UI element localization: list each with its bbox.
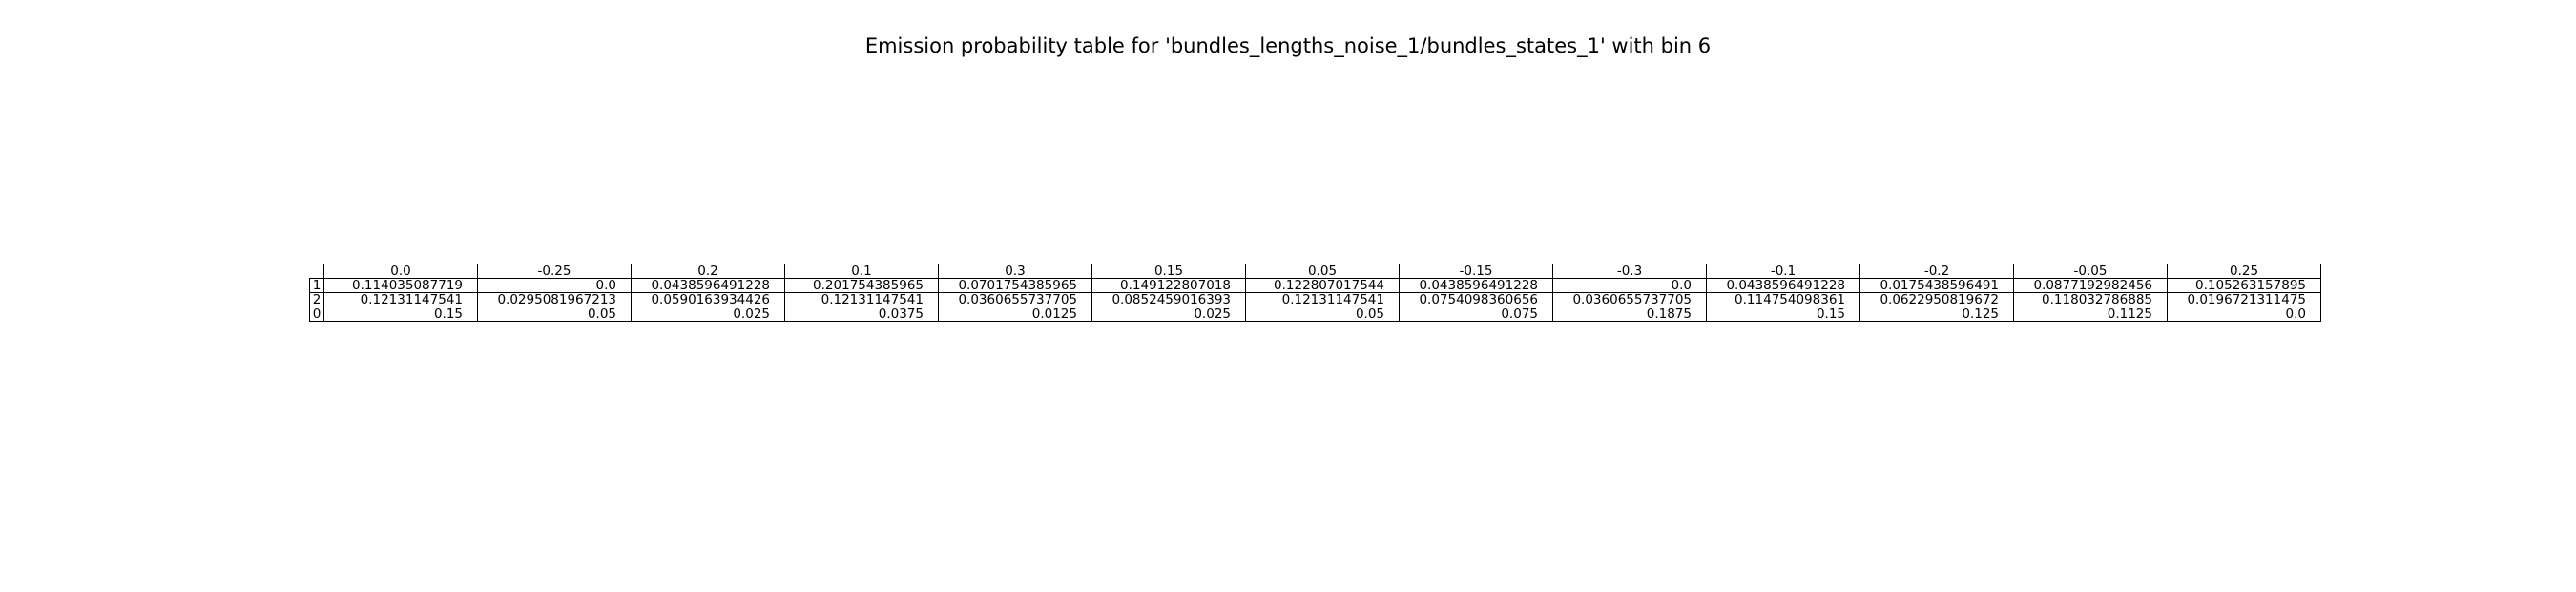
column-header: 0.25 <box>2167 264 2321 279</box>
table-cell: 0.105263157895 <box>2167 278 2321 293</box>
column-header: -0.3 <box>1552 264 1707 279</box>
table-row: 1 0.114035087719 0.0 0.0438596491228 0.20175… <box>309 278 2321 293</box>
table-cell: 0.0701754385965 <box>938 278 1092 293</box>
column-header: 0.2 <box>631 264 785 279</box>
table-cell: 0.12131147541 <box>323 292 478 307</box>
emission-probability-table: 0.0 -0.25 0.2 0.1 0.3 0.15 0.05 -0.15 -0.3 -0.1 -0… <box>309 264 2321 322</box>
table-cell: 0.201754385965 <box>784 278 939 293</box>
table-cell: 0.1875 <box>1552 307 1707 322</box>
table-cell: 0.12131147541 <box>784 292 939 307</box>
column-header: 0.3 <box>938 264 1092 279</box>
table-cell: 0.0622950819672 <box>1859 292 2014 307</box>
chart-title: Emission probability table for 'bundles_… <box>864 34 1712 57</box>
table-cell: 0.0590163934426 <box>631 292 785 307</box>
column-header: 0.05 <box>1245 264 1400 279</box>
column-header-row: 0.0 -0.25 0.2 0.1 0.3 0.15 0.05 -0.15 -0.3 -0.1 -0… <box>310 264 2321 279</box>
table-cell: 0.0754098360656 <box>1399 292 1553 307</box>
column-header: -0.15 <box>1399 264 1553 279</box>
table-cell: 0.149122807018 <box>1091 278 1246 293</box>
column-header: 0.0 <box>323 264 478 279</box>
table-cell: 0.0360655737705 <box>1552 292 1707 307</box>
table-cell: 0.0360655737705 <box>938 292 1092 307</box>
table-cell: 0.0 <box>477 278 632 293</box>
row-header: 2 <box>309 292 324 307</box>
table-cell: 0.025 <box>1091 307 1246 322</box>
column-header: -0.25 <box>477 264 632 279</box>
table-cell: 0.025 <box>631 307 785 322</box>
table-cell: 0.0375 <box>784 307 939 322</box>
table-cell: 0.114754098361 <box>1706 292 1860 307</box>
table-cell: 0.0 <box>2167 307 2321 322</box>
table-cell: 0.05 <box>477 307 632 322</box>
table-cell: 0.05 <box>1245 307 1400 322</box>
table-row: 0 0.15 0.05 0.025 0.0375 0.0125 0.025 0.05 0.075… <box>309 307 2321 322</box>
column-header: -0.05 <box>2013 264 2168 279</box>
table-cell: 0.0175438596491 <box>1859 278 2014 293</box>
table-cell: 0.0438596491228 <box>1706 278 1860 293</box>
column-header: 0.15 <box>1091 264 1246 279</box>
table-cell: 0.0196721311475 <box>2167 292 2321 307</box>
table-cell: 0.1125 <box>2013 307 2168 322</box>
table-container: 0.0 -0.25 0.2 0.1 0.3 0.15 0.05 -0.15 -0.3 -0.1 -0… <box>309 264 2321 322</box>
table-corner <box>310 264 324 279</box>
table-cell: 0.114035087719 <box>323 278 478 293</box>
column-header: -0.1 <box>1706 264 1860 279</box>
table-cell: 0.15 <box>323 307 478 322</box>
column-header: -0.2 <box>1859 264 2014 279</box>
table-row: 2 0.12131147541 0.0295081967213 0.059016393… <box>309 292 2321 307</box>
table-cell: 0.118032786885 <box>2013 292 2168 307</box>
row-header: 0 <box>309 307 324 322</box>
table-cell: 0.0295081967213 <box>477 292 632 307</box>
table-cell: 0.125 <box>1859 307 2014 322</box>
table-cell: 0.0438596491228 <box>1399 278 1553 293</box>
row-header: 1 <box>309 278 324 293</box>
table-cell: 0.12131147541 <box>1245 292 1400 307</box>
table-cell: 0.122807017544 <box>1245 278 1400 293</box>
table-cell: 0.15 <box>1706 307 1860 322</box>
table-cell: 0.0 <box>1552 278 1707 293</box>
table-cell: 0.0852459016393 <box>1091 292 1246 307</box>
column-header: 0.1 <box>784 264 939 279</box>
table-cell: 0.0125 <box>938 307 1092 322</box>
table-cell: 0.0877192982456 <box>2013 278 2168 293</box>
table-body: 1 0.114035087719 0.0 0.0438596491228 0.20175… <box>309 278 2321 322</box>
table-cell: 0.0438596491228 <box>631 278 785 293</box>
table-cell: 0.075 <box>1399 307 1553 322</box>
